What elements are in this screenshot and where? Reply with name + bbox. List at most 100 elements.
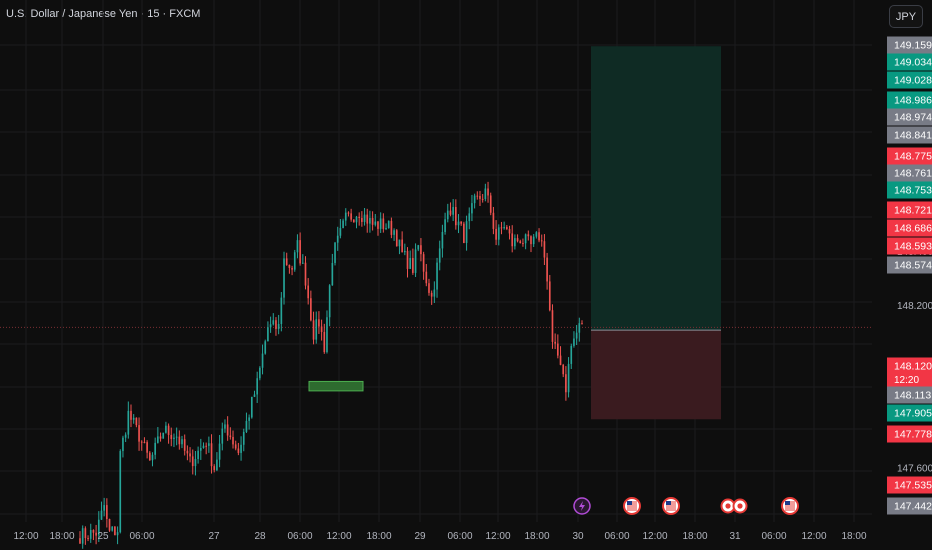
- candle-61: [242, 428, 245, 452]
- candle-body: [256, 378, 259, 395]
- candle-body: [87, 538, 89, 540]
- candle-body: [581, 323, 583, 325]
- candle-body: [202, 445, 205, 448]
- price-label: 147.905: [887, 404, 932, 422]
- price-label-text: 148.841: [894, 130, 932, 142]
- candle-139: [452, 199, 454, 221]
- candle-157: [500, 221, 503, 235]
- candle-body: [441, 231, 444, 249]
- candle-body: [173, 437, 175, 439]
- candle-89: [318, 311, 320, 334]
- candle-49: [210, 434, 213, 474]
- price-label: 147.535: [887, 476, 932, 494]
- candle-173: [543, 234, 546, 266]
- lightning-icon[interactable]: [573, 497, 591, 515]
- candle-body: [412, 258, 414, 273]
- currency-button[interactable]: JPY: [889, 5, 923, 28]
- event-dots-icon[interactable]: [720, 498, 748, 514]
- candle-172: [540, 234, 543, 247]
- candle-body: [320, 326, 323, 332]
- candle-105: [361, 211, 363, 227]
- candle-80: [293, 249, 296, 272]
- x-tick-label: 18:00: [366, 531, 391, 542]
- price-label-text: 148.986: [894, 95, 932, 107]
- candle-57: [232, 430, 234, 449]
- candle-body: [382, 218, 385, 229]
- candle-body: [361, 217, 363, 222]
- candle-body: [191, 456, 194, 467]
- candle-5: [92, 529, 95, 541]
- candle-body: [487, 188, 489, 196]
- candle-92: [326, 310, 328, 354]
- candle-82: [299, 232, 301, 266]
- us-flag-icon[interactable]: [781, 497, 799, 515]
- candle-body: [328, 285, 331, 318]
- candle-body: [100, 510, 103, 520]
- candle-body: [538, 232, 540, 241]
- price-label: 148.986: [887, 91, 932, 109]
- candle-body: [210, 443, 213, 467]
- candle-body: [226, 424, 229, 436]
- x-axis[interactable]: 12:00 18:00 25 06:00 27 28 06:00 12:00 18:00 29 06…: [13, 531, 866, 542]
- candle-body: [151, 454, 154, 461]
- candle-48: [208, 436, 210, 453]
- candle-body: [540, 240, 543, 242]
- price-label: 147.778: [887, 425, 932, 443]
- price-label-bg: [887, 256, 932, 274]
- candle-180: [562, 363, 565, 378]
- candle-body: [304, 262, 307, 286]
- candle-body: [489, 195, 492, 213]
- candle-182: [567, 357, 570, 398]
- x-tick-label: 29: [414, 531, 426, 542]
- x-tick-label: 31: [729, 531, 741, 542]
- stop-zone[interactable]: [591, 330, 721, 420]
- candle-167: [527, 230, 530, 241]
- candle-140: [454, 199, 457, 230]
- y-axis[interactable]: 147.600148.200148.400149.159149.034149.0…: [872, 0, 932, 550]
- candle-body: [519, 241, 522, 244]
- us-flag-icon[interactable]: [662, 497, 680, 515]
- candle-body: [216, 459, 218, 471]
- target-zone[interactable]: [591, 46, 721, 331]
- candle-162: [514, 234, 516, 250]
- price-label-bg: [887, 36, 932, 54]
- candle-body: [527, 234, 530, 237]
- candle-body: [557, 343, 559, 356]
- candle-142: [460, 221, 463, 226]
- candle-body: [138, 425, 140, 442]
- candle-44: [197, 446, 199, 464]
- candle-body: [355, 216, 358, 223]
- candle-body: [229, 435, 232, 438]
- price-label-bg: [887, 219, 932, 237]
- candle-119: [398, 239, 401, 255]
- candle-body: [352, 219, 355, 223]
- price-label-bg: [887, 386, 932, 404]
- candle-body: [175, 436, 178, 438]
- price-label-bg: [887, 147, 932, 165]
- candle-134: [438, 240, 441, 271]
- demand-zone[interactable]: [308, 380, 364, 392]
- candle-177: [554, 333, 556, 350]
- candle-body: [165, 425, 167, 433]
- candle-body: [106, 505, 108, 520]
- candle-body: [559, 355, 562, 365]
- candle-body: [379, 218, 382, 229]
- candle-body: [422, 254, 425, 272]
- candle-15: [119, 449, 122, 534]
- candle-103: [355, 215, 358, 229]
- x-tick-label: 18:00: [682, 531, 707, 542]
- price-label-text: 148.753: [894, 185, 932, 197]
- candle-95: [334, 241, 336, 266]
- candle-164: [519, 239, 522, 244]
- candle-body: [81, 528, 84, 544]
- candle-187: [581, 320, 583, 325]
- candle-body: [339, 228, 342, 236]
- price-label-text: 149.034: [894, 57, 932, 69]
- candle-26: [148, 451, 151, 461]
- candle-body: [414, 249, 417, 273]
- us-flag-icon[interactable]: [623, 497, 641, 515]
- candle-6: [95, 524, 97, 545]
- price-label-text: 148.721: [894, 205, 932, 217]
- candle-144: [465, 215, 468, 251]
